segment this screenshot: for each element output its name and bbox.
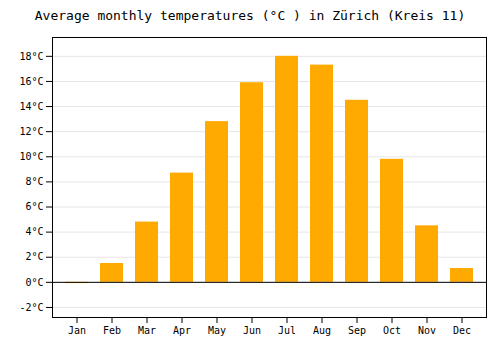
html-text:Average monthly temperatures (: Average monthly temperatures (°C ) in Zü…: [34, 8, 466, 23]
svg-text:2°C: 2°C: [25, 251, 43, 262]
svg-text:18°C: 18°C: [19, 51, 43, 62]
svg-text:14°C: 14°C: [19, 101, 43, 112]
svg-text:Sep: Sep: [348, 325, 366, 336]
svg-text:6°C: 6°C: [25, 201, 43, 212]
svg-text:12°C: 12°C: [19, 126, 43, 137]
svg-text:Nov: Nov: [418, 325, 436, 336]
svg-text:0°C: 0°C: [25, 277, 43, 288]
svg-text:16°C: 16°C: [19, 76, 43, 87]
svg-text:Jun: Jun: [243, 325, 261, 336]
svg-text:Jan: Jan: [68, 325, 86, 336]
svg-text:8°C: 8°C: [25, 176, 43, 187]
svg-text:May: May: [208, 325, 226, 336]
svg-text:Aug: Aug: [313, 325, 331, 336]
svg-text:4°C: 4°C: [25, 226, 43, 237]
svg-text:Apr: Apr: [173, 325, 191, 336]
svg-text:Mar: Mar: [138, 325, 156, 336]
svg-text:-2°C: -2°C: [19, 302, 43, 313]
svg-text:10°C: 10°C: [19, 151, 43, 162]
svg-text:Oct: Oct: [383, 325, 401, 336]
svg-text:Jul: Jul: [278, 325, 296, 336]
svg-text:Dec: Dec: [453, 325, 471, 336]
svg-text:Feb: Feb: [103, 325, 121, 336]
